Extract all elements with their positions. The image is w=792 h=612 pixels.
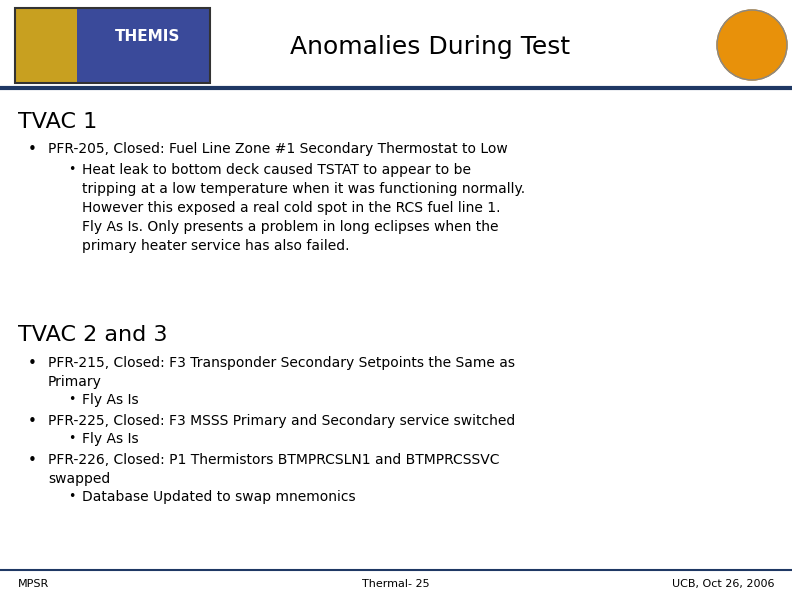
- Text: •: •: [28, 453, 37, 468]
- Text: •: •: [68, 163, 75, 176]
- Text: Anomalies During Test: Anomalies During Test: [290, 35, 570, 59]
- Text: •: •: [28, 356, 37, 371]
- Bar: [78, 8, 210, 83]
- Text: •: •: [68, 432, 75, 445]
- Text: THEMIS: THEMIS: [115, 29, 181, 44]
- Text: •: •: [68, 393, 75, 406]
- Text: TVAC 2 and 3: TVAC 2 and 3: [18, 325, 167, 345]
- Text: PFR-215, Closed: F3 Transponder Secondary Setpoints the Same as
Primary: PFR-215, Closed: F3 Transponder Secondar…: [48, 356, 515, 389]
- Text: UCB, Oct 26, 2006: UCB, Oct 26, 2006: [672, 579, 775, 589]
- Text: PFR-225, Closed: F3 MSSS Primary and Secondary service switched: PFR-225, Closed: F3 MSSS Primary and Sec…: [48, 414, 516, 428]
- Text: Fly As Is: Fly As Is: [82, 432, 139, 446]
- Text: •: •: [68, 490, 75, 503]
- Text: •: •: [28, 142, 37, 157]
- Circle shape: [717, 10, 787, 80]
- Text: Fly As Is: Fly As Is: [82, 393, 139, 407]
- Bar: [15, 8, 210, 83]
- Text: PFR-226, Closed: P1 Thermistors BTMPRCSLN1 and BTMPRCSSVC
swapped: PFR-226, Closed: P1 Thermistors BTMPRCSL…: [48, 453, 500, 486]
- Text: •: •: [28, 414, 37, 429]
- Text: Thermal- 25: Thermal- 25: [362, 579, 430, 589]
- Text: MPSR: MPSR: [18, 579, 49, 589]
- Text: Database Updated to swap mnemonics: Database Updated to swap mnemonics: [82, 490, 356, 504]
- Bar: [15, 8, 78, 83]
- Text: TVAC 1: TVAC 1: [18, 112, 97, 132]
- Text: Heat leak to bottom deck caused TSTAT to appear to be
tripping at a low temperat: Heat leak to bottom deck caused TSTAT to…: [82, 163, 525, 253]
- Text: PFR-205, Closed: Fuel Line Zone #1 Secondary Thermostat to Low: PFR-205, Closed: Fuel Line Zone #1 Secon…: [48, 142, 508, 156]
